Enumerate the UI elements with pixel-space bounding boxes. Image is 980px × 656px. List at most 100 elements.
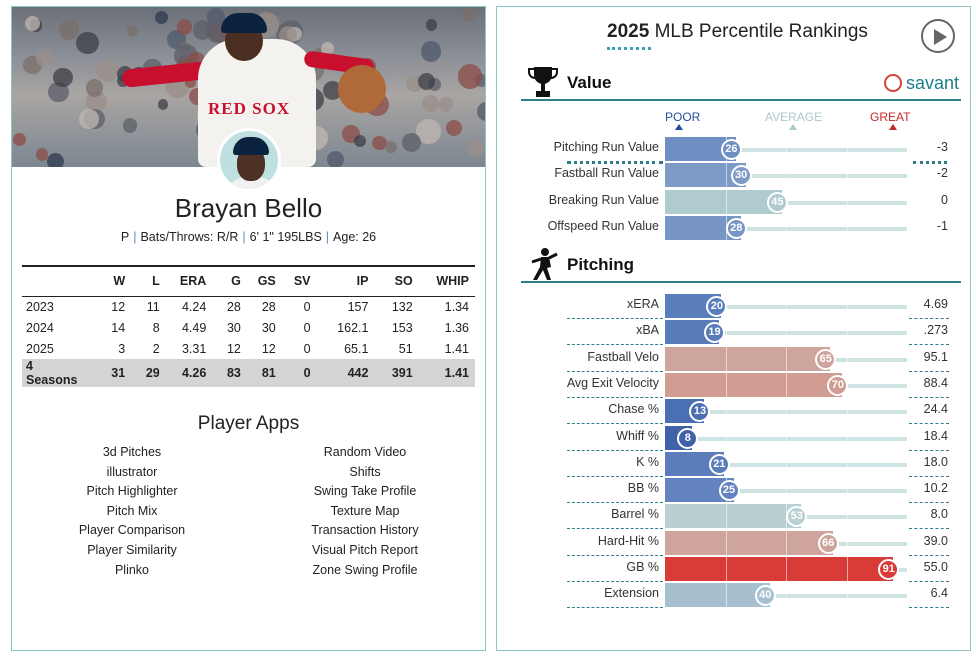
- app-link-player-comparison[interactable]: Player Comparison: [78, 523, 186, 538]
- stats-cell: 14: [111, 320, 126, 335]
- stats-column-header: IP: [356, 274, 369, 289]
- crowd-figure: [52, 67, 73, 88]
- ranking-gridline: [725, 583, 727, 608]
- stats-column-header: L: [152, 274, 160, 289]
- row-divider: [567, 528, 663, 530]
- ranking-bar: [665, 557, 894, 581]
- scale-arrow-poor: [675, 124, 683, 130]
- row-divider: [567, 502, 663, 504]
- stats-cell: 12: [261, 341, 276, 356]
- row-divider: [909, 396, 949, 398]
- row-divider: [909, 449, 949, 451]
- stats-cell: 28: [226, 299, 241, 314]
- app-link-transaction-history[interactable]: Transaction History: [311, 523, 419, 538]
- app-link-visual-pitch-report[interactable]: Visual Pitch Report: [311, 542, 419, 557]
- crowd-figure: [322, 80, 342, 101]
- crowd-figure: [477, 102, 485, 121]
- stats-cell: 153: [391, 320, 413, 335]
- ranking-row-barrel-: Barrel % 53 8.0: [497, 503, 970, 530]
- crowd-figure: [47, 152, 65, 167]
- ranking-percentile-badge: 45: [766, 191, 788, 213]
- ranking-gridline: [786, 425, 787, 450]
- player-action-photo: RED SOX: [12, 7, 485, 167]
- ranking-percentile-badge: 13: [689, 401, 711, 423]
- bio-position: P: [120, 230, 130, 244]
- row-divider: [567, 161, 663, 164]
- row-divider: [909, 528, 949, 530]
- app-link-plinko[interactable]: Plinko: [114, 562, 150, 577]
- ranking-row-offspeed-run-value: Offspeed Run Value 28 -1: [497, 215, 970, 241]
- ranking-bar: [665, 189, 782, 214]
- row-divider: [567, 581, 663, 582]
- stats-cell: 2025: [26, 341, 54, 356]
- stats-cell: 83: [226, 366, 241, 380]
- stats-cell: 12: [226, 341, 241, 356]
- row-divider: [567, 318, 663, 319]
- app-link-zone-swing-profile[interactable]: Zone Swing Profile: [312, 562, 418, 577]
- ranking-percentile-badge: 30: [730, 165, 752, 187]
- player-cap: [221, 13, 267, 33]
- crowd-figure: [420, 41, 442, 63]
- row-divider: [909, 370, 949, 372]
- row-divider: [909, 318, 949, 319]
- ranking-gridline: [786, 451, 787, 476]
- app-link-illustrator[interactable]: illustrator: [106, 464, 158, 479]
- ranking-row-pitching-run-value: Pitching Run Value 26 -3: [497, 136, 970, 164]
- crowd-figure: [123, 118, 138, 133]
- ranking-gridline: [846, 557, 848, 581]
- ranking-row-bb-: BB % 25 10.2: [497, 477, 970, 504]
- crowd-figure: [36, 48, 55, 67]
- player-headshot-avatar: [217, 128, 281, 192]
- player-apps-title: Player Apps: [197, 413, 300, 434]
- stats-cell: 28: [261, 299, 276, 314]
- stats-cell: 8: [152, 320, 160, 335]
- play-button[interactable]: [921, 19, 955, 53]
- scale-arrow-great: [889, 124, 897, 130]
- app-link-player-similarity[interactable]: Player Similarity: [87, 542, 177, 557]
- app-link-shifts[interactable]: Shifts: [349, 464, 381, 479]
- stats-cell: 0: [303, 366, 311, 380]
- crowd-figure: [327, 151, 345, 167]
- ranking-gridline: [786, 320, 787, 345]
- ranking-gridline: [725, 557, 727, 581]
- ranking-row-hard-hit-: Hard-Hit % 66 39.0: [497, 530, 970, 556]
- ranking-stat-value: 55.0: [923, 560, 948, 574]
- section-header-pitching: Pitching: [521, 245, 961, 283]
- ranking-gridline: [846, 294, 848, 318]
- stats-season-row: 2023 12 11 4.24 28 28 0 157 132 1.34: [22, 296, 475, 317]
- ranking-gridline: [725, 320, 727, 345]
- crowd-figure: [154, 11, 168, 25]
- stats-header-row: W L ERA G GS SV IP SO WHIP: [22, 266, 475, 296]
- bio-age: Age: 26: [333, 230, 377, 244]
- bio-bats-throws: Bats/Throws: R/R: [140, 230, 239, 244]
- ranking-row-gb-: GB % 91 55.0: [497, 556, 970, 582]
- ranking-row-chase-: Chase % 13 24.4: [497, 398, 970, 425]
- ranking-gridline: [725, 189, 727, 214]
- stats-column-header: [22, 266, 88, 296]
- rankings-title: 2025 MLB Percentile Rankings: [607, 21, 868, 43]
- ranking-gridline: [725, 163, 727, 188]
- app-link-pitch-mix[interactable]: Pitch Mix: [106, 503, 158, 518]
- app-link-3d-pitches[interactable]: 3d Pitches: [102, 445, 162, 459]
- ranking-percentile-badge: 65: [815, 348, 837, 370]
- crowd-figure: [466, 139, 484, 158]
- ranking-gridline: [846, 346, 848, 371]
- app-link-pitch-highlighter[interactable]: Pitch Highlighter: [86, 484, 178, 499]
- app-link-swing-take-profile[interactable]: Swing Take Profile: [313, 484, 417, 499]
- app-link-texture-map[interactable]: Texture Map: [330, 503, 400, 518]
- ranking-gridline: [786, 215, 787, 240]
- row-divider: [567, 396, 663, 398]
- ranking-label: Hard-Hit %: [597, 533, 659, 548]
- rankings-year: 2025: [607, 21, 650, 42]
- crowd-figure: [457, 64, 482, 89]
- ranking-label: Offspeed Run Value: [547, 218, 659, 233]
- row-divider: [909, 423, 949, 425]
- stats-cell: 2024: [26, 320, 54, 335]
- stats-season-row: 2025 3 2 3.31 12 12 0 65.1 51 1.41: [22, 338, 475, 359]
- row-divider: [567, 607, 663, 609]
- ranking-bar: [665, 504, 802, 529]
- ranking-gridline: [846, 583, 848, 608]
- app-link-random-video[interactable]: Random Video: [323, 445, 407, 459]
- bio-separator: |: [242, 230, 246, 244]
- stats-cell: 81: [261, 366, 276, 380]
